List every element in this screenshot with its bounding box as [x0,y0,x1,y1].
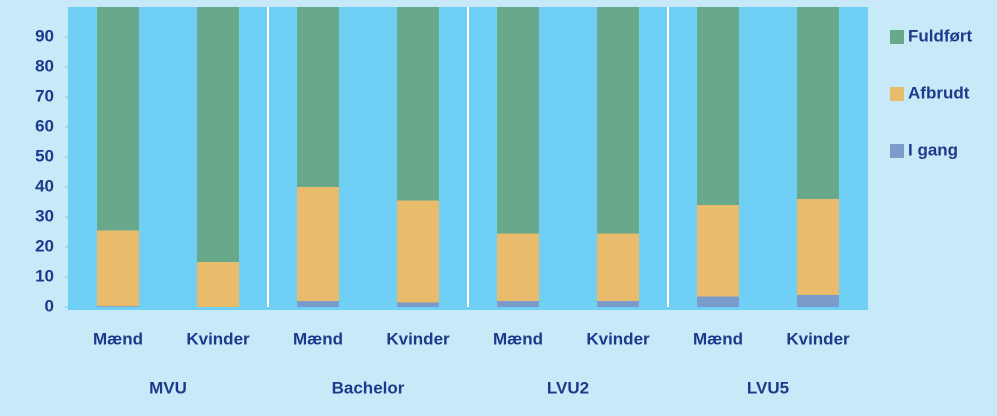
y-tick-label: 60 [35,116,54,135]
bar-segment [197,262,239,307]
legend-swatch [890,30,904,44]
bar-segment [297,187,339,301]
legend-swatch [890,144,904,158]
y-tick-label: 50 [35,146,54,165]
x-tick-label: Kvinder [386,329,450,348]
bar-segment [797,295,839,307]
bar-segment [397,7,439,201]
y-tick-label: 0 [45,296,54,315]
bar-segment [597,7,639,234]
bar-segment [397,302,439,307]
bar-segment [297,7,339,187]
y-tick-label: 20 [35,236,54,255]
bar-segment [97,7,139,231]
y-tick-label: 40 [35,176,54,195]
bar-segment [497,233,539,301]
y-tick-label: 80 [35,56,54,75]
bar-segment [597,301,639,307]
legend-label: Afbrudt [908,83,970,102]
x-tick-label: Kvinder [586,329,650,348]
bar-segment [97,230,139,307]
bar-segment [797,7,839,199]
y-tick-label: 70 [35,86,54,105]
bar-segment [597,233,639,301]
bar-segment [397,200,439,303]
x-tick-label: Mænd [293,329,343,348]
bar-segment [697,7,739,205]
bar-segment [497,301,539,307]
legend-label: Fuldført [908,26,973,45]
x-tick-label: Mænd [493,329,543,348]
bar-segment [697,205,739,297]
group-label: Bachelor [332,378,405,397]
bar-segment [97,306,139,307]
group-label: MVU [149,378,187,397]
y-tick-label: 90 [35,26,54,45]
bar-segment [797,199,839,295]
bar-segment [297,301,339,307]
bar-segment [697,296,739,307]
group-label: LVU2 [547,378,589,397]
x-tick-label: Mænd [93,329,143,348]
bar-segment [497,7,539,234]
x-tick-label: Kvinder [786,329,850,348]
bar-segment [197,7,239,262]
x-tick-label: Mænd [693,329,743,348]
y-tick-label: 30 [35,206,54,225]
x-tick-label: Kvinder [186,329,250,348]
y-tick-label: 10 [35,266,54,285]
group-label: LVU5 [747,378,789,397]
legend-label: I gang [908,140,958,159]
legend-swatch [890,87,904,101]
